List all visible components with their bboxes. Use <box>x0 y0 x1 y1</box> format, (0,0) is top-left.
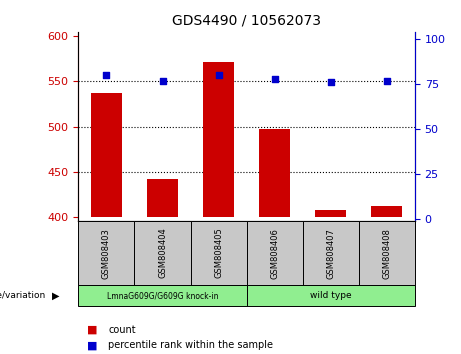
Text: GSM808405: GSM808405 <box>214 228 223 279</box>
Point <box>383 78 390 84</box>
Text: LmnaG609G/G609G knock-in: LmnaG609G/G609G knock-in <box>107 291 218 300</box>
Point <box>159 78 166 84</box>
Text: GSM808403: GSM808403 <box>102 228 111 279</box>
Bar <box>359 221 415 285</box>
Text: GSM808408: GSM808408 <box>382 228 391 279</box>
Bar <box>247 221 303 285</box>
Point <box>103 72 110 78</box>
Bar <box>78 285 247 306</box>
Bar <box>303 221 359 285</box>
Bar <box>135 221 190 285</box>
Text: GSM808404: GSM808404 <box>158 228 167 279</box>
Text: genotype/variation: genotype/variation <box>0 291 46 300</box>
Text: ■: ■ <box>87 325 97 335</box>
Text: wild type: wild type <box>310 291 352 300</box>
Bar <box>203 62 234 217</box>
Bar <box>372 206 402 217</box>
Text: GSM808406: GSM808406 <box>270 228 279 279</box>
Text: ■: ■ <box>87 340 97 350</box>
Bar <box>315 210 346 217</box>
Bar <box>247 285 415 306</box>
Text: ▶: ▶ <box>52 291 59 301</box>
Text: count: count <box>108 325 136 335</box>
Bar <box>190 221 247 285</box>
Bar <box>91 93 122 217</box>
Point <box>327 80 334 85</box>
Point <box>271 76 278 81</box>
Bar <box>259 129 290 217</box>
Text: GSM808407: GSM808407 <box>326 228 335 279</box>
Bar <box>147 179 178 217</box>
Bar <box>78 221 135 285</box>
Title: GDS4490 / 10562073: GDS4490 / 10562073 <box>172 14 321 28</box>
Text: percentile rank within the sample: percentile rank within the sample <box>108 340 273 350</box>
Point <box>215 72 222 78</box>
